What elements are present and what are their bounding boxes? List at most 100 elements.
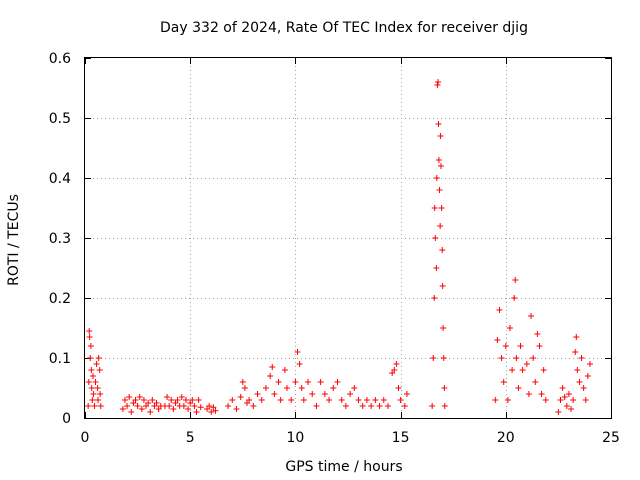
data-marks xyxy=(85,79,593,415)
data-point xyxy=(574,367,581,373)
data-point xyxy=(89,373,96,379)
axis-ticks: 0 5 10 15 20 25 0 0.1 0.2 0.3 0.4 0.5 0.6 xyxy=(49,51,620,446)
data-point xyxy=(283,385,290,391)
data-point xyxy=(528,313,535,319)
data-point xyxy=(511,295,518,301)
y-axis-label: ROTI / TECUs xyxy=(6,194,22,286)
data-point xyxy=(212,407,219,414)
data-point xyxy=(582,397,589,403)
x-tick-label: 25 xyxy=(602,430,620,446)
y-tick-label: 0 xyxy=(62,411,71,427)
data-point xyxy=(435,121,442,127)
data-point xyxy=(267,373,274,379)
data-point xyxy=(91,403,98,409)
y-tick-label: 0.1 xyxy=(49,351,71,367)
data-point xyxy=(86,328,93,334)
data-point xyxy=(254,391,261,397)
x-axis-label: GPS time / hours xyxy=(285,459,402,475)
data-point xyxy=(96,367,103,373)
data-point xyxy=(119,406,126,412)
data-point xyxy=(269,364,276,370)
data-point xyxy=(538,391,545,397)
data-point xyxy=(246,397,253,403)
data-point xyxy=(507,325,514,331)
data-point xyxy=(300,397,307,403)
data-point xyxy=(87,343,94,349)
data-point xyxy=(294,349,301,355)
data-point xyxy=(225,403,232,409)
data-point xyxy=(164,394,171,400)
data-point xyxy=(436,187,443,193)
data-point xyxy=(519,367,526,373)
data-point xyxy=(168,397,175,403)
data-point xyxy=(435,157,442,163)
data-point xyxy=(271,391,278,397)
data-point xyxy=(523,361,530,367)
data-point xyxy=(512,277,519,283)
plot-frame xyxy=(84,57,612,419)
data-point xyxy=(147,409,154,415)
data-point xyxy=(572,349,579,355)
data-point xyxy=(288,397,295,403)
data-point xyxy=(380,397,387,403)
data-point xyxy=(429,403,436,409)
data-point xyxy=(89,397,96,403)
grid xyxy=(85,58,611,418)
data-point xyxy=(542,397,549,403)
y-tick-label: 0.6 xyxy=(49,51,71,67)
data-point xyxy=(513,355,520,361)
data-point xyxy=(391,367,398,373)
y-tick-label: 0.3 xyxy=(49,231,71,247)
data-point xyxy=(126,394,133,400)
data-point xyxy=(432,235,439,241)
data-point xyxy=(237,394,244,400)
data-point xyxy=(563,403,570,409)
data-point xyxy=(193,409,200,415)
data-point xyxy=(439,247,446,253)
data-point xyxy=(431,295,438,301)
data-point xyxy=(395,385,402,391)
data-point xyxy=(180,403,187,409)
data-point xyxy=(376,403,383,409)
data-point xyxy=(182,397,189,403)
data-point xyxy=(195,397,202,403)
data-point xyxy=(347,391,354,397)
data-point xyxy=(534,331,541,337)
data-point xyxy=(500,379,507,385)
data-point xyxy=(292,379,299,385)
data-point xyxy=(584,373,591,379)
data-point xyxy=(88,385,95,391)
data-point xyxy=(397,397,404,403)
data-point xyxy=(174,397,181,403)
data-point xyxy=(309,391,316,397)
data-point xyxy=(565,391,572,397)
x-tick-label: 20 xyxy=(497,430,515,446)
data-point xyxy=(281,367,288,373)
data-point xyxy=(578,355,585,361)
data-point xyxy=(313,403,320,409)
data-point xyxy=(145,400,152,406)
data-point xyxy=(504,397,511,403)
data-point xyxy=(206,403,213,409)
data-point xyxy=(431,205,438,211)
data-point xyxy=(140,397,147,403)
data-point xyxy=(441,403,448,409)
data-point xyxy=(517,343,524,349)
data-point xyxy=(430,355,437,361)
data-point xyxy=(440,355,447,361)
data-point xyxy=(536,343,543,349)
data-point xyxy=(136,394,143,400)
data-point xyxy=(435,79,442,85)
data-point xyxy=(94,385,101,391)
data-point xyxy=(496,307,503,313)
data-point xyxy=(239,379,246,385)
data-point xyxy=(561,394,568,400)
data-point xyxy=(433,265,440,271)
x-tick-label: 0 xyxy=(81,430,90,446)
data-point xyxy=(393,361,400,367)
data-point xyxy=(573,334,580,340)
data-point xyxy=(334,379,341,385)
y-tick-label: 0.4 xyxy=(49,171,71,187)
data-point xyxy=(262,385,269,391)
data-point xyxy=(321,391,328,397)
